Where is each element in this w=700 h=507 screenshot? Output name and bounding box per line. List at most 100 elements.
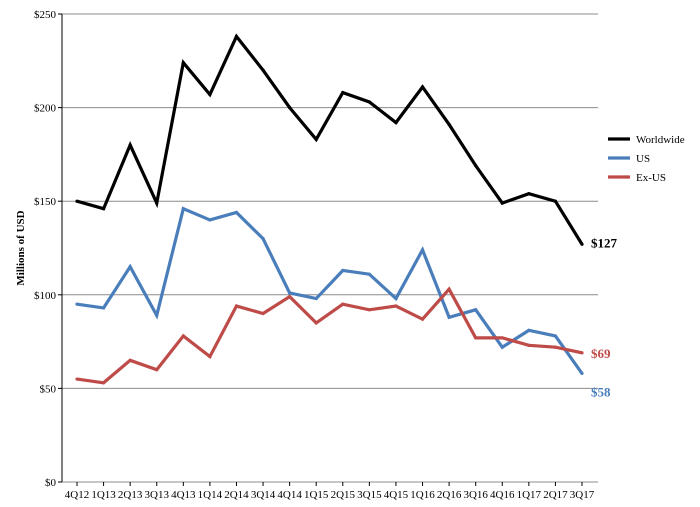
x-tick-label: 4Q14 — [277, 489, 302, 501]
legend-label: Ex-US — [636, 172, 666, 184]
data-point — [447, 122, 451, 127]
data-point — [75, 377, 79, 381]
series-line-us — [76, 206, 584, 375]
data-point — [261, 237, 265, 241]
data-point — [314, 296, 318, 301]
data-point — [500, 345, 504, 349]
data-point — [181, 334, 185, 338]
data-point — [288, 106, 292, 110]
gridlines — [62, 13, 598, 483]
legend: Worldwide US Ex-US — [608, 134, 685, 184]
data-point — [553, 345, 558, 349]
end-value-label: $127 — [591, 235, 618, 250]
data-point — [128, 143, 132, 147]
x-tick-label: 2Q16 — [437, 489, 462, 501]
series-line-ex-us — [76, 286, 583, 385]
data-point — [288, 291, 292, 295]
x-tick-label: 2Q15 — [331, 489, 356, 501]
x-tick-label: 4Q13 — [171, 489, 196, 501]
data-point — [181, 207, 185, 211]
x-tick-label: 2Q14 — [224, 489, 249, 501]
y-tick-label: $200 — [34, 103, 57, 115]
data-point — [234, 304, 239, 308]
data-point — [527, 328, 531, 332]
x-tick-label: 1Q15 — [304, 489, 329, 501]
data-point — [474, 308, 478, 312]
data-point — [341, 302, 345, 306]
series-line-worldwide — [76, 33, 584, 246]
legend-label: US — [636, 153, 650, 165]
data-point — [261, 68, 265, 72]
data-point — [155, 313, 159, 317]
data-point — [101, 381, 106, 385]
data-point — [553, 334, 558, 338]
data-point — [155, 201, 159, 205]
data-point — [314, 321, 318, 325]
x-tick-label: 1Q14 — [198, 489, 223, 501]
data-point — [474, 336, 478, 340]
data-point — [527, 343, 531, 347]
data-point — [208, 354, 212, 359]
data-point — [553, 199, 558, 203]
x-tick-label: 1Q17 — [517, 489, 542, 501]
y-tick-label: $100 — [34, 290, 57, 302]
data-point — [128, 358, 132, 362]
y-tick-label: $250 — [34, 9, 57, 21]
data-point — [527, 192, 531, 196]
data-point — [447, 287, 451, 291]
data-point — [234, 34, 239, 39]
data-point — [234, 210, 239, 215]
x-tick-label: 2Q13 — [118, 489, 143, 501]
data-point — [394, 296, 398, 301]
series-lines — [75, 33, 584, 385]
data-point — [101, 306, 106, 310]
x-tick-label: 1Q13 — [91, 489, 116, 501]
end-value-label: $58 — [591, 384, 611, 399]
data-point — [367, 308, 371, 312]
data-point — [155, 368, 159, 372]
data-point — [580, 351, 584, 355]
x-tick-label: 2Q17 — [543, 489, 568, 501]
y-tick-label: $50 — [40, 383, 57, 395]
data-point — [208, 218, 212, 222]
x-tick-label: 4Q15 — [384, 489, 409, 501]
data-point — [75, 199, 79, 203]
data-point — [394, 120, 398, 125]
x-tick-label: 3Q17 — [570, 489, 595, 501]
data-point — [580, 242, 584, 246]
data-point — [500, 201, 504, 205]
end-labels: $127 $58 $69 — [591, 235, 618, 399]
legend-label: Worldwide — [636, 134, 685, 146]
x-tick-label: 4Q16 — [490, 489, 515, 501]
data-point — [128, 265, 132, 269]
x-tick-label: 4Q12 — [65, 489, 89, 501]
data-point — [341, 268, 345, 273]
data-point — [341, 91, 345, 95]
y-axis-title: Millions of USD — [15, 210, 27, 285]
y-tick-label: $0 — [45, 477, 57, 489]
x-tick-label: 3Q15 — [357, 489, 382, 501]
data-point — [208, 92, 212, 97]
data-point — [420, 248, 425, 252]
data-point — [500, 336, 504, 340]
data-point — [181, 61, 185, 65]
data-point — [288, 295, 292, 299]
x-tick-label: 3Q16 — [463, 489, 488, 501]
x-tick-label: 3Q13 — [145, 489, 170, 501]
x-axis-ticks: 4Q12 1Q13 2Q13 3Q13 4Q13 1Q14 2Q14 3Q14 4Q14 1Q15… — [65, 482, 595, 501]
data-point — [394, 304, 398, 308]
data-point — [367, 100, 371, 104]
data-point — [420, 317, 425, 321]
data-point — [580, 371, 584, 376]
y-axis-ticks: $0 $50 $100 $150 $200 $250 — [34, 9, 62, 489]
data-point — [314, 137, 318, 142]
data-point — [447, 315, 451, 319]
data-point — [420, 85, 425, 89]
x-tick-label: 3Q14 — [251, 489, 276, 501]
x-tick-label: 1Q16 — [410, 489, 435, 501]
data-point — [101, 207, 106, 211]
data-point — [75, 302, 79, 306]
data-point — [261, 311, 265, 316]
data-point — [474, 164, 478, 168]
